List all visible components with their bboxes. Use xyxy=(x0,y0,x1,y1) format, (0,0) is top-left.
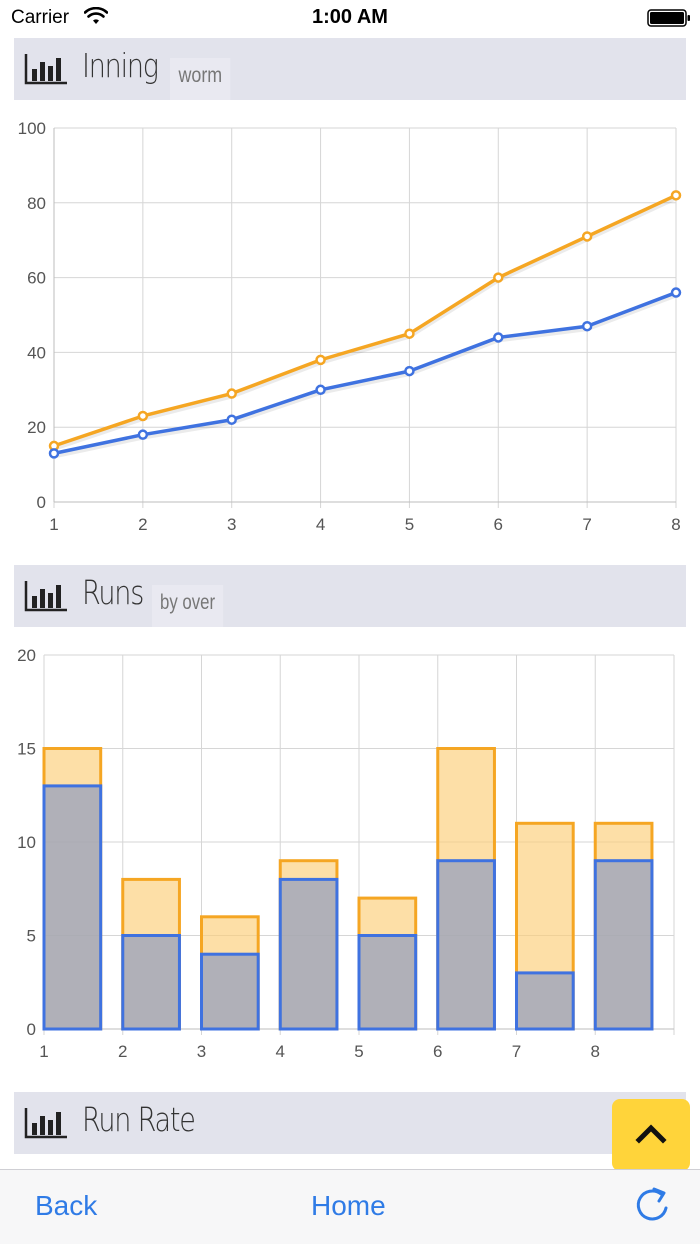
x-tick-label: 6 xyxy=(433,1042,442,1061)
bar-series-2 xyxy=(593,859,654,1031)
x-tick-label: 4 xyxy=(276,1042,285,1061)
series-point xyxy=(493,332,504,343)
section-subtitle: worm xyxy=(170,58,231,100)
y-tick-label: 5 xyxy=(27,927,36,946)
y-tick-label: 0 xyxy=(27,1020,36,1039)
home-button[interactable]: Home xyxy=(311,1190,386,1221)
bar-series-2 xyxy=(200,952,260,1031)
series-line-1 xyxy=(53,193,677,448)
x-tick-label: 2 xyxy=(138,515,147,534)
series-point xyxy=(226,388,237,399)
series-point xyxy=(581,231,593,242)
bar-chart-icon xyxy=(24,1108,67,1139)
series-point xyxy=(137,410,149,422)
bar-series-2 xyxy=(42,784,103,1031)
refresh-icon[interactable] xyxy=(630,1184,674,1228)
series-point xyxy=(226,414,237,425)
bar-series-2 xyxy=(357,934,418,1031)
series-point xyxy=(404,328,415,339)
wifi-icon xyxy=(84,7,108,24)
section-header-inning: Inning worm xyxy=(14,38,686,100)
inning-worm-chart: 0 20 40 60 80 100 1 2 3 4 5 6 7 8 xyxy=(18,119,682,534)
y-tick-label: 40 xyxy=(27,343,46,362)
bottom-toolbar: Back Home xyxy=(0,1169,700,1244)
x-tick-label: 3 xyxy=(227,515,236,534)
x-tick-label: 1 xyxy=(39,1042,48,1061)
x-tick-label: 2 xyxy=(118,1042,127,1061)
y-tick-label: 80 xyxy=(27,194,46,213)
series-point xyxy=(670,287,682,298)
series-point xyxy=(493,272,504,283)
bar-chart-icon xyxy=(24,581,67,612)
y-tick-label: 20 xyxy=(17,646,36,665)
series-point xyxy=(315,354,326,366)
y-tick-label: 20 xyxy=(27,418,46,437)
carrier-label: Carrier xyxy=(11,7,70,28)
x-tick-label: 7 xyxy=(512,1042,521,1061)
bar-series-2 xyxy=(121,934,181,1031)
x-tick-label: 4 xyxy=(316,515,325,534)
status-bar: Carrier 1:00 AM xyxy=(0,0,700,36)
section-header-runs: Runs by over xyxy=(14,565,686,627)
x-tick-label: 5 xyxy=(354,1042,363,1061)
section-subtitle: by over xyxy=(152,585,224,627)
section-header-run-rate: Run Rate xyxy=(14,1092,686,1154)
scroll-to-top-button[interactable] xyxy=(612,1099,690,1171)
x-tick-label: 7 xyxy=(582,515,591,534)
y-tick-label: 15 xyxy=(17,740,36,759)
back-button[interactable]: Back xyxy=(35,1190,98,1221)
chevron-up-icon xyxy=(635,1124,667,1144)
runs-by-over-chart: 0 5 10 15 20 1 2 3 4 5 6 7 8 xyxy=(17,646,675,1061)
clock-label: 1:00 AM xyxy=(312,6,388,28)
series-point xyxy=(137,429,149,440)
x-tick-label: 5 xyxy=(405,515,414,534)
y-tick-label: 10 xyxy=(17,833,36,852)
x-tick-label: 8 xyxy=(591,1042,600,1061)
bar-series-2 xyxy=(278,877,339,1031)
series-point xyxy=(315,384,326,396)
series-line-2 xyxy=(53,290,677,456)
series-line-shadow xyxy=(53,196,677,451)
bar-series-2 xyxy=(436,859,496,1031)
series-point xyxy=(48,448,60,459)
y-tick-label: 0 xyxy=(37,493,46,512)
x-tick-label: 3 xyxy=(197,1042,206,1061)
series-point xyxy=(404,365,415,377)
x-tick-label: 8 xyxy=(671,515,680,534)
y-tick-label: 100 xyxy=(18,119,46,138)
y-tick-label: 60 xyxy=(27,269,46,288)
x-tick-label: 6 xyxy=(494,515,503,534)
x-tick-label: 1 xyxy=(49,515,58,534)
series-point xyxy=(670,190,682,201)
section-title: Inning xyxy=(82,46,159,85)
series-line-shadow xyxy=(53,293,677,459)
bar-series-2 xyxy=(515,971,575,1031)
series-point xyxy=(581,320,593,332)
bar-chart-icon xyxy=(24,54,67,85)
section-title: Run Rate xyxy=(82,1100,196,1139)
section-title: Runs xyxy=(82,573,144,612)
battery-icon xyxy=(647,9,690,27)
